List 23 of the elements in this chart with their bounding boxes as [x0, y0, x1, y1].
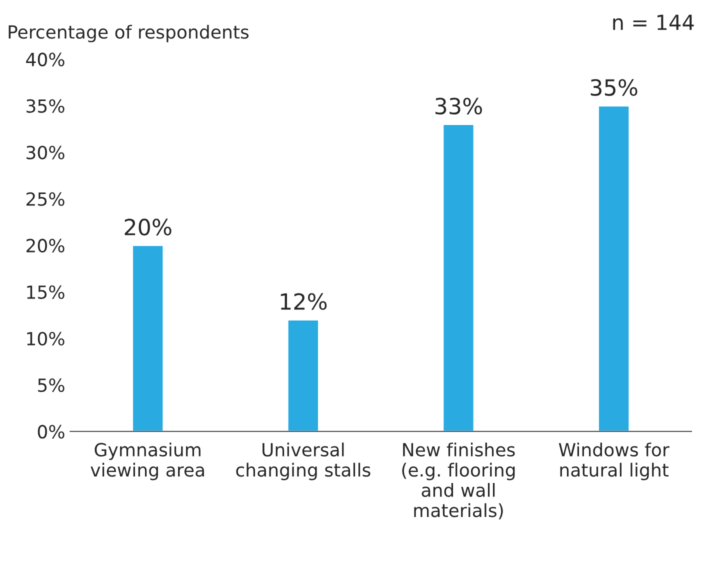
x-tick-label: Windows for natural light	[558, 442, 670, 480]
y-tick-label: 30%	[26, 146, 64, 160]
text: n = 144	[613, 14, 694, 30]
y-axis-title: Percentage of respondents	[8, 24, 249, 42]
y-tick-label: 20%	[26, 238, 64, 252]
x-tick-label: Universal changing stalls	[236, 442, 370, 480]
bar	[598, 105, 630, 432]
x-tick-label: New finishes (e.g. flooring and wall materials)	[402, 442, 515, 520]
bar	[286, 319, 320, 432]
y-tick-label: 15%	[27, 285, 64, 299]
y-tick-label: 10%	[27, 332, 64, 346]
data-label: 12%	[280, 293, 327, 310]
y-tick-label: 5%	[38, 378, 64, 392]
y-tick-label: 0%	[38, 424, 64, 439]
data-label: 35%	[590, 79, 638, 96]
y-tick-label: 25%	[26, 192, 64, 206]
x-tick-label: Gymnasium viewing area	[90, 442, 204, 480]
y-tick-label: 35%	[26, 99, 64, 113]
y-tick-label: 40%	[26, 52, 64, 66]
bar	[442, 124, 475, 432]
data-label: 20%	[124, 218, 172, 236]
bar	[132, 244, 164, 432]
data-label: 33%	[435, 98, 482, 114]
